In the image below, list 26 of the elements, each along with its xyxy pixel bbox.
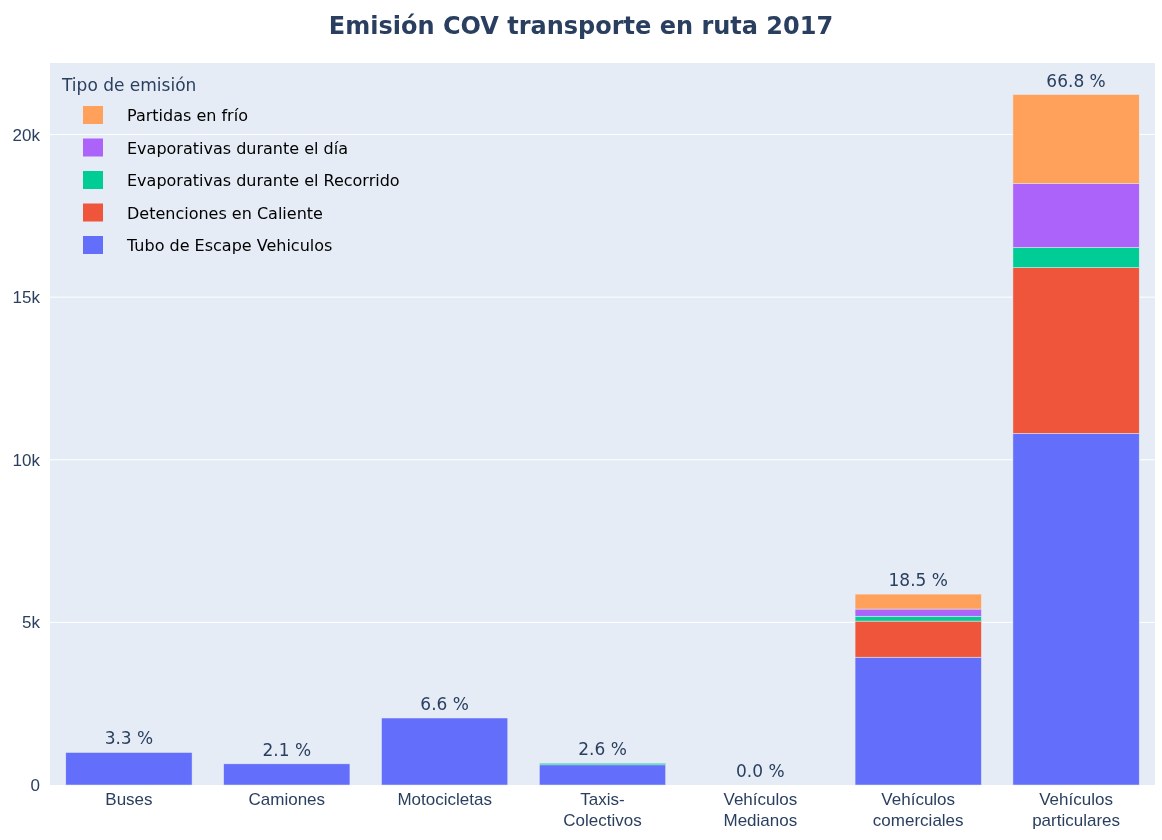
annotation: 3.3 %	[104, 728, 154, 749]
x-tick-label: Buses	[105, 790, 153, 810]
y-tick-label: 10k	[12, 450, 41, 470]
annotation: 2.1 %	[262, 739, 312, 760]
legend-title: Tipo de emisión	[61, 75, 197, 95]
y-tick-label: 15k	[12, 288, 41, 308]
y-tick-label: 5k	[22, 613, 41, 633]
legend-label: Evaporativas durante el Recorrido	[127, 171, 400, 190]
x-tick-label: Vehículos comerciales	[872, 790, 964, 831]
y-tick-label: 0	[30, 775, 40, 795]
x-tick-label: Taxis-Colectivos	[563, 790, 642, 831]
annotation: 66.8 %	[1046, 70, 1106, 91]
annotation: 2.6 %	[578, 739, 627, 760]
x-tick-label: Motocicletas	[397, 790, 492, 810]
legend-label: Evaporativas durante el día	[127, 138, 348, 158]
annotation: 0.0 %	[736, 761, 785, 781]
legend-label: Tubo de Escape Vehiculos	[126, 236, 333, 255]
chart-title: Emisión COV transporte en ruta 2017	[328, 12, 834, 40]
annotation: 18.5 %	[888, 570, 948, 591]
legend-label: Detenciones en Caliente	[127, 203, 323, 223]
annotation: 6.6 %	[420, 694, 469, 714]
y-tick-label: 20k	[12, 125, 41, 145]
x-tick-label: Camiones	[248, 790, 326, 810]
x-tick-label: Vehículos particulares	[1032, 790, 1121, 831]
x-tick-label: Vehículos Medianos	[723, 790, 798, 831]
legend-label: Partidas en frío	[127, 106, 248, 125]
